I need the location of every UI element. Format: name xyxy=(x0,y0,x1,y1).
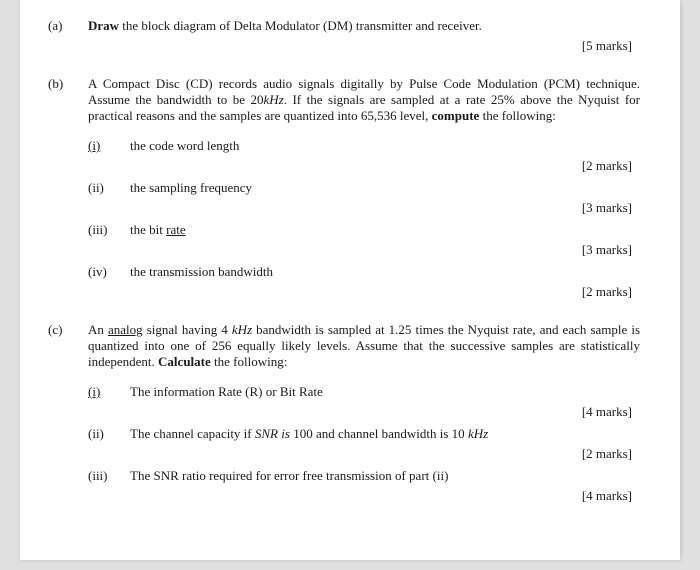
part-a: (a) Draw the block diagram of Delta Modu… xyxy=(38,18,640,60)
part-b-para: A Compact Disc (CD) records audio signal… xyxy=(88,76,640,124)
part-b-body: A Compact Disc (CD) records audio signal… xyxy=(88,76,640,306)
part-b-iii: (iii) the bit rate xyxy=(88,222,640,238)
part-c-sublist: (i) The information Rate (R) or Bit Rate… xyxy=(88,384,640,504)
part-c-ii-marks: [2 marks] xyxy=(88,446,640,462)
part-b-i-text: the code word length xyxy=(130,138,640,154)
part-c-body: An analog signal having 4 kHz bandwidth … xyxy=(88,322,640,510)
part-b-ii: (ii) the sampling frequency xyxy=(88,180,640,196)
part-c-ii: (ii) The channel capacity if SNR is 100 … xyxy=(88,426,640,442)
part-b-ii-text: the sampling frequency xyxy=(130,180,640,196)
part-b-ii-marks: [3 marks] xyxy=(88,200,640,216)
part-b-sublist: (i) the code word length [2 marks] (ii) … xyxy=(88,138,640,300)
part-b-iii-marks: [3 marks] xyxy=(88,242,640,258)
part-b-iii-text: the bit rate xyxy=(130,222,640,238)
part-c-i-text: The information Rate (R) or Bit Rate xyxy=(130,384,640,400)
part-c-ii-text: The channel capacity if SNR is 100 and c… xyxy=(130,426,640,442)
document-page: (a) Draw the block diagram of Delta Modu… xyxy=(20,0,680,560)
part-b-iv-label: (iv) xyxy=(88,264,130,280)
part-b: (b) A Compact Disc (CD) records audio si… xyxy=(38,76,640,306)
part-a-label: (a) xyxy=(38,18,88,60)
part-c-i: (i) The information Rate (R) or Bit Rate xyxy=(88,384,640,400)
part-b-i-label: (i) xyxy=(88,138,130,154)
part-a-lead: Draw xyxy=(88,18,119,33)
part-c-iii-text: The SNR ratio required for error free tr… xyxy=(130,468,640,484)
part-c-para: An analog signal having 4 kHz bandwidth … xyxy=(88,322,640,370)
part-c-iii-marks: [4 marks] xyxy=(88,488,640,504)
part-c-i-label: (i) xyxy=(88,384,130,400)
part-c-iii: (iii) The SNR ratio required for error f… xyxy=(88,468,640,484)
part-a-rest: the block diagram of Delta Modulator (DM… xyxy=(119,18,482,33)
part-a-marks: [5 marks] xyxy=(88,38,640,54)
part-b-iii-label: (iii) xyxy=(88,222,130,238)
part-b-iv-marks: [2 marks] xyxy=(88,284,640,300)
part-b-label: (b) xyxy=(38,76,88,306)
part-b-i-marks: [2 marks] xyxy=(88,158,640,174)
part-c-iii-label: (iii) xyxy=(88,468,130,484)
part-c-i-marks: [4 marks] xyxy=(88,404,640,420)
part-b-iv-text: the transmission bandwidth xyxy=(130,264,640,280)
part-b-ii-label: (ii) xyxy=(88,180,130,196)
part-c: (c) An analog signal having 4 kHz bandwi… xyxy=(38,322,640,510)
part-b-i: (i) the code word length xyxy=(88,138,640,154)
part-c-ii-label: (ii) xyxy=(88,426,130,442)
part-b-iv: (iv) the transmission bandwidth xyxy=(88,264,640,280)
part-a-body: Draw the block diagram of Delta Modulato… xyxy=(88,18,640,60)
part-c-label: (c) xyxy=(38,322,88,510)
